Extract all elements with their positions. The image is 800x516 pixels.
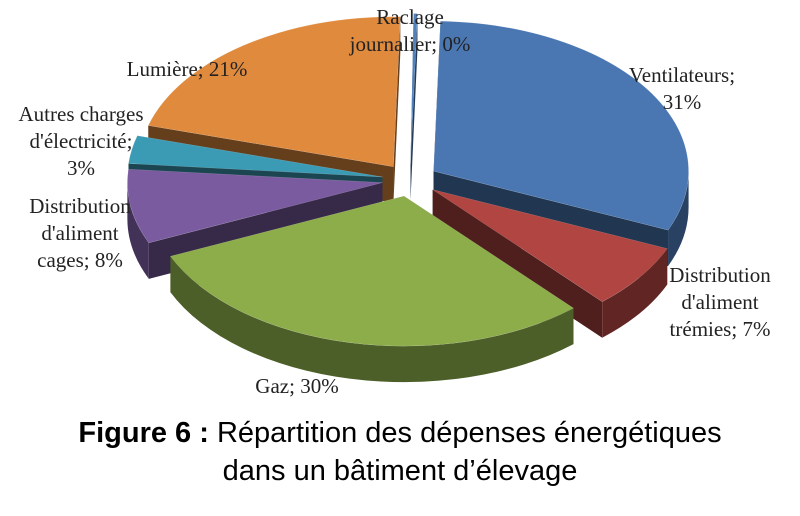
caption-prefix: Figure 6 : bbox=[78, 417, 209, 449]
label-raclage: Raclage journalier; 0% bbox=[345, 4, 475, 58]
slice-6-edge-1 bbox=[393, 16, 401, 203]
slice-3-top bbox=[170, 195, 574, 347]
figure-caption: Figure 6 : Répartition des dépenses éner… bbox=[0, 414, 800, 490]
label-tremies-line3: trémies; 7% bbox=[669, 317, 771, 341]
label-autres-line1: Autres charges bbox=[18, 102, 144, 126]
label-lumiere: Lumière; 21% bbox=[112, 56, 262, 83]
slice-0-edge-1 bbox=[410, 13, 418, 200]
label-autres-charges: Autres charges d'électricité; 3% bbox=[6, 101, 156, 182]
slice-1-top bbox=[433, 20, 689, 231]
label-cages-line1: Distribution bbox=[29, 194, 131, 218]
label-gaz: Gaz; 30% bbox=[232, 373, 362, 400]
label-ventilateurs-line1: Ventilateurs; bbox=[628, 63, 736, 87]
pie-chart-svg bbox=[127, 13, 689, 383]
label-cages-line3: cages; 8% bbox=[37, 248, 123, 272]
caption-line1: Figure 6 : Répartition des dépenses éner… bbox=[0, 414, 800, 452]
caption-text-line1: Répartition des dépenses énergétiques bbox=[216, 417, 722, 449]
slice-4-wall-0 bbox=[127, 182, 149, 279]
label-raclage-line2: journalier; 0% bbox=[349, 32, 471, 56]
label-tremies-line2: d'aliment bbox=[681, 290, 759, 314]
slice-2-wall-0 bbox=[602, 248, 668, 338]
slice-0-top bbox=[410, 13, 418, 164]
slice-1-wall-0 bbox=[668, 171, 689, 267]
caption-text-line2: dans un bâtiment d’élevage bbox=[222, 455, 578, 487]
label-autres-line2: d'électricité; bbox=[29, 129, 133, 153]
label-gaz-line1: Gaz; 30% bbox=[255, 374, 339, 398]
label-cages-line2: d'aliment bbox=[41, 221, 119, 245]
slice-4-top bbox=[127, 168, 383, 244]
pie-chart: Raclage journalier; 0% Ventilateurs; 31%… bbox=[6, 4, 790, 400]
label-autres-line3: 3% bbox=[67, 156, 95, 180]
slice-5-top bbox=[128, 135, 383, 178]
label-lumiere-line1: Lumière; 21% bbox=[126, 57, 248, 81]
slice-3-wall-0 bbox=[170, 256, 574, 383]
label-distribution-tremies: Distribution d'aliment trémies; 7% bbox=[650, 262, 790, 343]
label-ventilateurs-line2: 31% bbox=[662, 90, 702, 114]
label-raclage-line1: Raclage bbox=[376, 5, 444, 29]
label-tremies-line1: Distribution bbox=[669, 263, 771, 287]
label-distribution-cages: Distribution d'aliment cages; 8% bbox=[10, 193, 150, 274]
label-ventilateurs: Ventilateurs; 31% bbox=[612, 62, 752, 116]
slice-2-top bbox=[432, 189, 668, 302]
slice-6-top bbox=[147, 16, 401, 168]
